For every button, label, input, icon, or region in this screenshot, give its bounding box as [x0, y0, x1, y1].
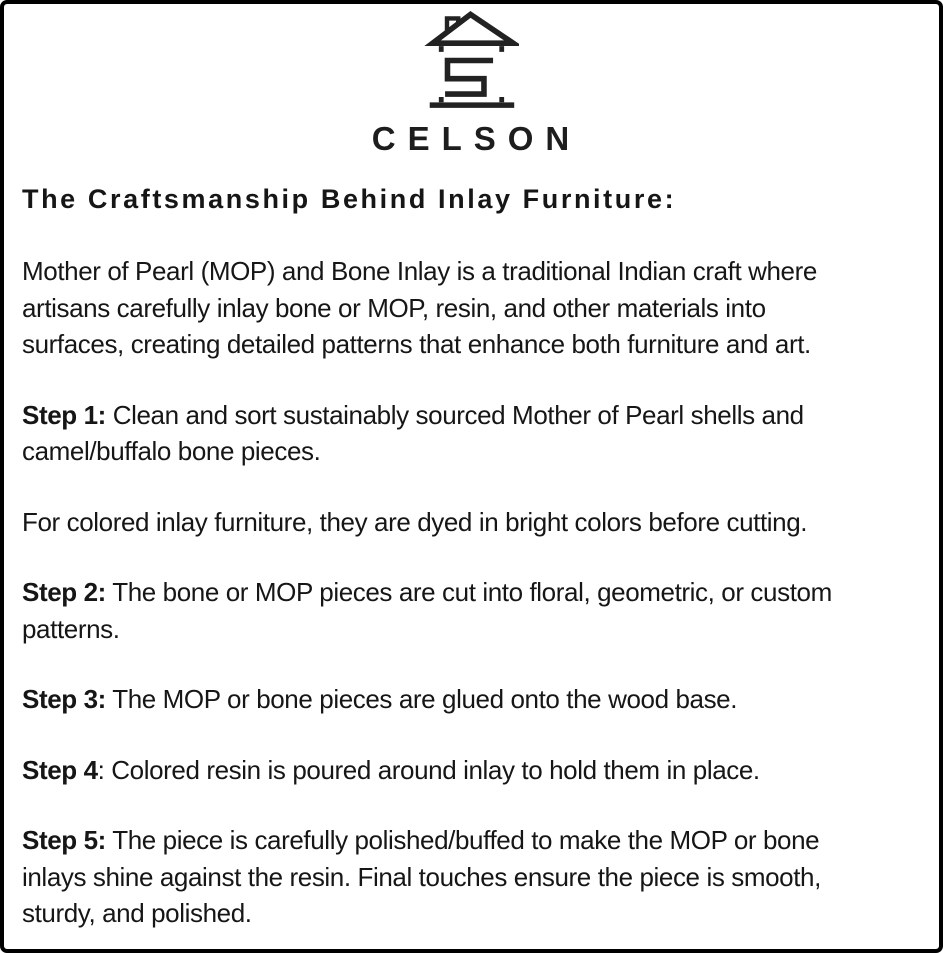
logo-roof-shape [423, 10, 519, 46]
page-title: The Craftsmanship Behind Inlay Furniture… [22, 184, 677, 214]
step-3-paragraph: Step 3: The MOP or bone pieces are glued… [22, 681, 919, 718]
logo-eave-legs-shape [438, 46, 504, 52]
paragraph-text: The bone or MOP pieces are cut into flor… [22, 577, 832, 644]
paragraph-text: For colored inlay furniture, they are dy… [22, 506, 808, 537]
step-5-paragraph: Step 5: The piece is carefully polished/… [22, 822, 919, 932]
paragraph-text: Clean and sort sustainably sourced Mothe… [22, 399, 804, 467]
step-3-label: Step 3: [22, 684, 106, 714]
step-4-label: Step 4 [22, 754, 98, 785]
colored-inlay-note-paragraph: For colored inlay furniture, they are dy… [22, 504, 919, 541]
logo-s-monogram-shape [444, 57, 493, 97]
brand-header: CELSON [22, 10, 919, 159]
step-5-label: Step 5: [22, 825, 106, 855]
step-2-label: Step 2: [22, 577, 106, 607]
paragraph-text: The piece is carefully polished/buffed t… [22, 825, 821, 928]
brand-name: CELSON [371, 120, 582, 157]
step-1-paragraph: Step 1: Clean and sort sustainably sourc… [22, 397, 919, 470]
paragraph-text: The MOP or bone pieces are glued onto th… [105, 684, 738, 714]
celson-house-logo-icon [423, 10, 519, 108]
body-content: Mother of Pearl (MOP) and Bone Inlay is … [22, 253, 919, 932]
step-4-paragraph: Step 4: Colored resin is poured around i… [22, 752, 919, 789]
paragraph-text: Mother of Pearl (MOP) and Bone Inlay is … [22, 256, 817, 359]
intro-paragraph: Mother of Pearl (MOP) and Bone Inlay is … [22, 253, 919, 363]
step-1-label: Step 1: [22, 399, 106, 430]
logo-base-ticks-shape [438, 96, 504, 103]
paragraph-text: : Colored resin is poured around inlay t… [97, 754, 761, 785]
step-2-paragraph: Step 2: The bone or MOP pieces are cut i… [22, 574, 919, 647]
